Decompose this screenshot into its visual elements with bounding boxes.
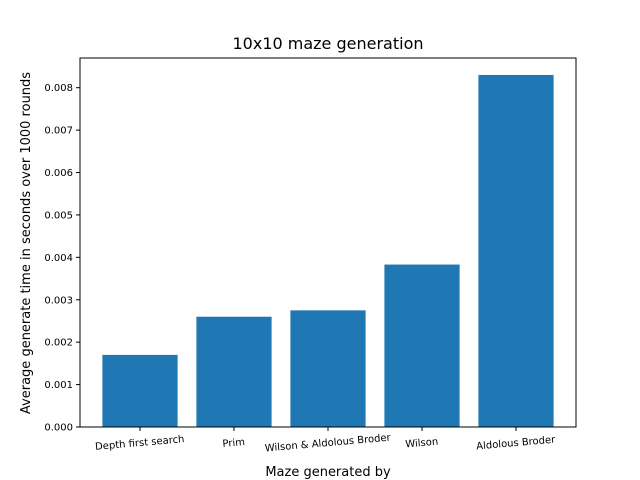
x-tick-label-0: Depth first search — [95, 434, 185, 453]
x-tick-label-1: Prim — [222, 437, 245, 450]
bar-0 — [102, 354, 178, 427]
y-tick-label-2: 0.002 — [44, 338, 73, 349]
bar-4 — [478, 74, 554, 427]
bar-1 — [196, 316, 272, 427]
y-axis-label: Average generate time in seconds over 10… — [19, 72, 34, 414]
y-tick-label-4: 0.004 — [44, 253, 73, 264]
bar-3 — [384, 264, 460, 427]
bars-group — [102, 74, 554, 427]
y-tick-label-7: 0.007 — [44, 126, 73, 137]
x-tick-label-3: Wilson — [405, 437, 439, 451]
y-tick-label-5: 0.005 — [44, 210, 73, 221]
x-tick-label-4: Aldolous Broder — [476, 435, 557, 453]
bar-2 — [290, 310, 366, 427]
y-tick-label-1: 0.001 — [44, 380, 73, 391]
plot-frame — [79, 57, 577, 428]
y-tick-label-8: 0.008 — [44, 83, 73, 94]
y-tick-label-6: 0.006 — [44, 168, 73, 179]
x-axis: Depth first search Prim Wilson & Aldolous … — [95, 427, 557, 454]
y-tick-label-0: 0.000 — [44, 423, 73, 434]
chart-title: 10x10 maze generation — [232, 34, 423, 53]
x-tick-label-2: Wilson & Aldolous Broder — [264, 432, 392, 454]
y-tick-label-3: 0.003 — [44, 295, 73, 306]
y-axis: 0.000 0.001 0.002 0.003 0.004 0.005 0.006 0.007… — [44, 83, 80, 434]
x-axis-label: Maze generated by — [265, 465, 391, 480]
